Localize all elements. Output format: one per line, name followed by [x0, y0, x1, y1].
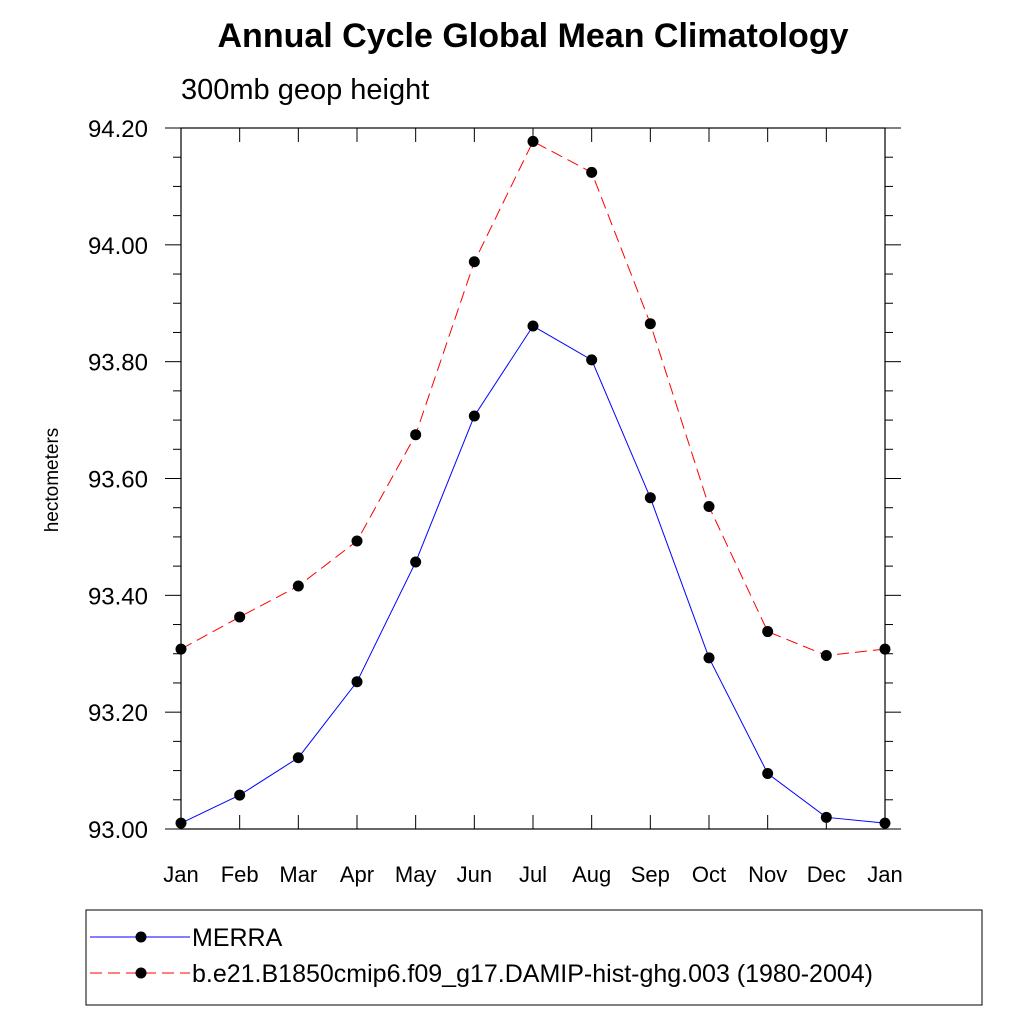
data-point	[468, 256, 480, 268]
y-tick-label: 93.00	[88, 817, 148, 844]
x-tick-label: Sep	[631, 862, 670, 887]
x-tick-label: Aug	[572, 862, 611, 887]
y-tick-label: 93.80	[88, 350, 148, 377]
series-line	[180, 325, 886, 824]
y-tick-label: 94.00	[88, 233, 148, 260]
series-layer	[175, 135, 891, 829]
x-tick-label: Nov	[748, 862, 787, 887]
axes: Jan Feb Mar Apr May Jun Jul Aug Sep Oct Nov Dec Jan 9…	[88, 116, 903, 887]
data-point	[586, 354, 598, 366]
x-tick-label: Jan	[163, 862, 198, 887]
data-point	[644, 318, 656, 330]
data-point	[527, 320, 539, 332]
data-point	[762, 768, 774, 780]
data-point	[586, 166, 598, 178]
y-tick-label: 93.40	[88, 583, 148, 610]
legend-box	[85, 909, 983, 1006]
chart-title: Annual Cycle Global Mean Climatology	[218, 17, 849, 55]
x-tick-label: Feb	[221, 862, 259, 887]
series-2	[175, 135, 891, 662]
x-tick-label: Oct	[692, 862, 726, 887]
data-point	[351, 535, 363, 547]
data-point	[410, 429, 422, 441]
series-1	[175, 320, 891, 829]
legend-label-2: b.e21.B1850cmip6.f09_g17.DAMIP-hist-ghg.…	[192, 960, 873, 988]
legend-marker-2	[135, 967, 147, 979]
x-tick-label: Mar	[279, 862, 317, 887]
x-tick-label: Jun	[457, 862, 492, 887]
legend: MERRA b.e21.B1850cmip6.f09_g17.DAMIP-hist…	[85, 909, 983, 1006]
data-point	[234, 611, 246, 623]
data-point	[762, 626, 774, 638]
x-tick-label: Jul	[519, 862, 547, 887]
plot-frame	[180, 127, 886, 830]
data-point	[703, 501, 715, 513]
data-point	[703, 652, 715, 664]
legend-label-1: MERRA	[192, 924, 283, 952]
data-point	[820, 811, 832, 823]
legend-marker-1	[135, 931, 147, 943]
data-point	[292, 752, 304, 764]
y-tick-label: 94.20	[88, 116, 148, 143]
chart-subtitle: 300mb geop height	[181, 74, 429, 106]
y-tick-label: 93.60	[88, 467, 148, 494]
x-tick-label: Apr	[340, 862, 374, 887]
series-line	[180, 140, 886, 657]
data-point	[468, 410, 480, 422]
y-tick-label: 93.20	[88, 700, 148, 727]
x-tick-label: Jan	[867, 862, 902, 887]
data-point	[879, 817, 891, 829]
x-tick-label: May	[395, 862, 437, 887]
data-point	[175, 817, 187, 829]
data-point	[292, 580, 304, 592]
data-point	[410, 556, 422, 568]
data-point	[175, 643, 187, 655]
data-point	[351, 676, 363, 688]
data-point	[644, 492, 656, 504]
data-point	[234, 789, 246, 801]
x-tick-label: Dec	[807, 862, 846, 887]
data-point	[527, 135, 539, 147]
data-point	[820, 650, 832, 662]
y-axis-label: hectometers	[42, 428, 63, 533]
data-point	[879, 643, 891, 655]
